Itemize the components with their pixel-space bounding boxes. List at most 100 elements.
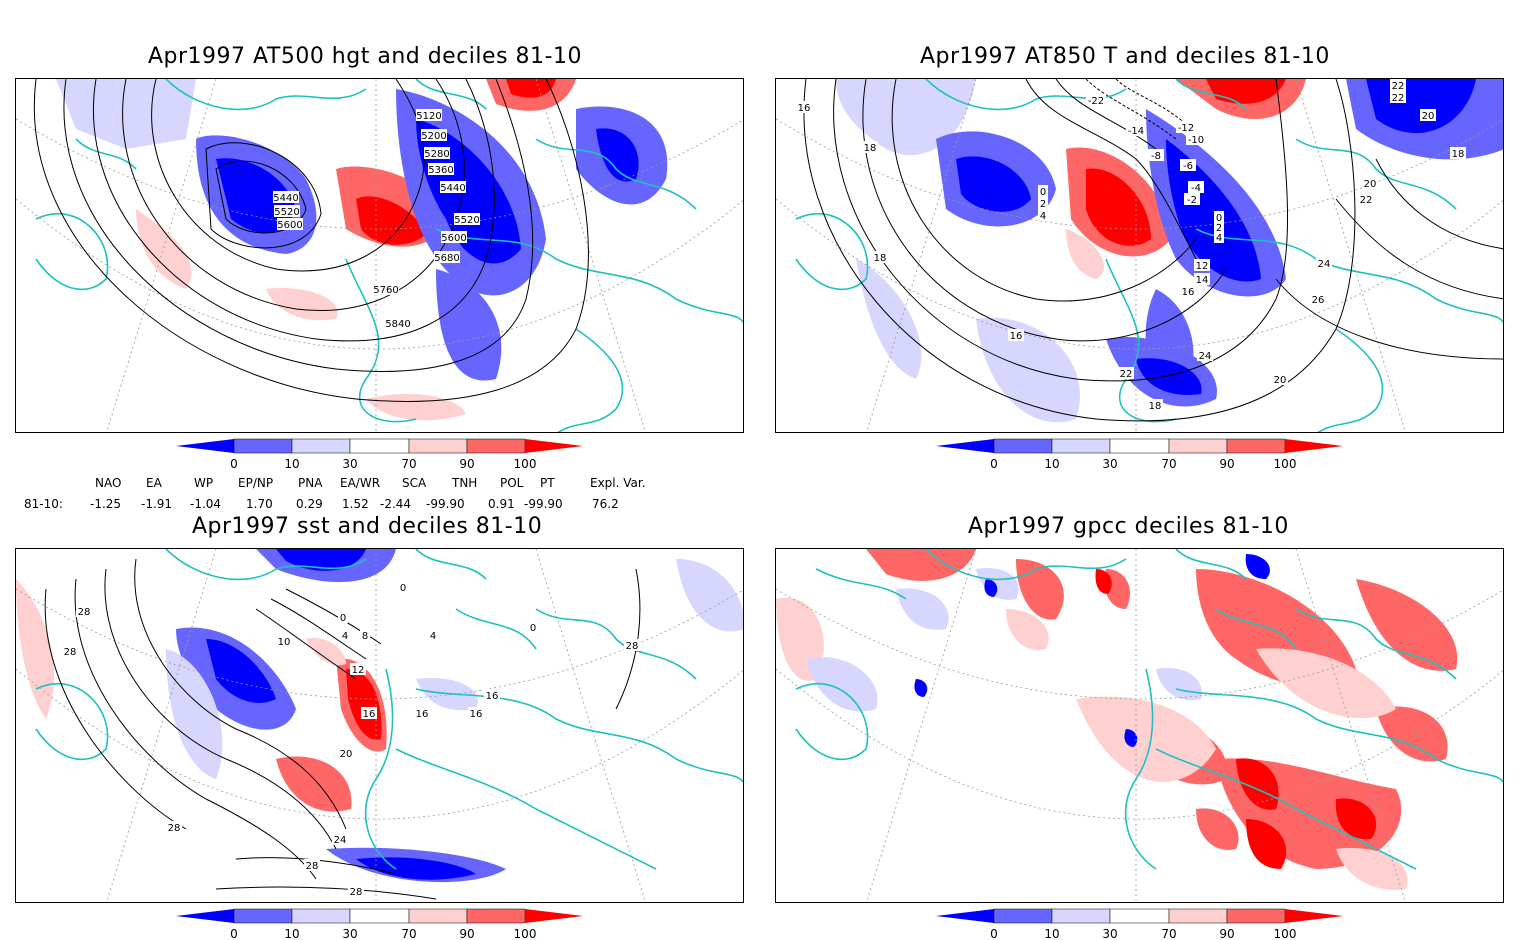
contour-label: -6 xyxy=(1183,161,1193,172)
colorbar-segment xyxy=(936,439,994,453)
colorbar-tick-label: 90 xyxy=(1219,457,1234,471)
colorbar-tick-label: 90 xyxy=(1219,927,1234,940)
colorbar-p2: 0 10 30 70 90 100 xyxy=(936,438,1343,471)
colorbar-tick-label: 10 xyxy=(284,457,299,471)
colorbar-tick-label: 0 xyxy=(990,927,998,940)
contour-label: 5440 xyxy=(440,183,465,194)
index-value: 0.91 xyxy=(488,497,515,511)
contour-label: 2 xyxy=(1216,223,1222,234)
contour-label: 12 xyxy=(1196,261,1209,272)
contour-label: 24 xyxy=(1199,351,1212,362)
contour-label: 22 xyxy=(1120,369,1133,380)
colorbar-segments xyxy=(176,908,583,924)
panel-title-p2: Apr1997 AT850 T and deciles 81-10 xyxy=(920,44,1330,69)
contour-label: -4 xyxy=(1191,183,1201,194)
colorbar-segment xyxy=(1285,909,1343,923)
colorbar-tick-label: 0 xyxy=(990,457,998,471)
colorbar-tick-label: 70 xyxy=(1161,927,1176,940)
contour-label: 5360 xyxy=(428,165,453,176)
colorbar-p4: 0 10 30 70 90 100 xyxy=(936,908,1343,940)
map-t850: -22 -14 -12 -10 -8 -6 -4 -2 0 2 4 0 2 4 … xyxy=(775,78,1504,433)
contour-label: 4 xyxy=(1040,211,1046,222)
map-sst-svg: 28 28 0 4 8 10 12 16 16 16 20 24 28 28 2… xyxy=(16,549,743,902)
contour-label: 18 xyxy=(864,143,877,154)
index-value: -1.91 xyxy=(141,497,173,511)
map-gpcc xyxy=(775,548,1504,903)
index-value: 1.70 xyxy=(246,497,273,511)
contour-label: 12 xyxy=(352,665,365,676)
contour-label: -12 xyxy=(1178,123,1194,134)
colorbar-tick-label: 90 xyxy=(459,927,474,940)
colorbar-segments xyxy=(936,438,1343,454)
map-gpcc-svg xyxy=(776,549,1503,902)
contour-label: 28 xyxy=(306,861,319,872)
index-value: 76.2 xyxy=(592,497,619,511)
contour-label: 26 xyxy=(1312,295,1325,306)
index-header: NAO xyxy=(95,476,122,490)
colorbar-segment xyxy=(1285,439,1343,453)
contour-label: 28 xyxy=(78,607,91,618)
contour-label: 20 xyxy=(1364,179,1377,190)
index-value: -2.44 xyxy=(380,497,412,511)
index-value: -1.25 xyxy=(90,497,122,511)
colorbar-tick-label: 100 xyxy=(1274,927,1297,940)
colorbar-segment xyxy=(1051,438,1111,454)
colorbar-segment xyxy=(1168,438,1228,454)
colorbar-tick-label: 90 xyxy=(459,457,474,471)
index-header: EA xyxy=(146,476,162,490)
contour-label: 16 xyxy=(470,709,483,720)
contour-label: 5440 xyxy=(273,193,298,204)
colorbar-p1: 0 10 30 70 90 100 xyxy=(176,438,583,471)
colorbar-segment xyxy=(233,438,293,454)
colorbar-segment xyxy=(1168,908,1228,924)
contour-label: 28 xyxy=(626,641,639,652)
colorbar-segment xyxy=(291,438,351,454)
colorbar-segment xyxy=(1109,908,1170,924)
colorbar-segment xyxy=(408,438,468,454)
colorbar-segment xyxy=(525,909,583,923)
index-value: -99.90 xyxy=(426,497,465,511)
contour-label: 5600 xyxy=(441,233,466,244)
contour-label: -2 xyxy=(1187,195,1197,206)
contour-label: 8 xyxy=(362,631,368,642)
contour-label: -14 xyxy=(1128,126,1144,137)
colorbar-segment xyxy=(466,438,526,454)
colorbar-tick-label: 100 xyxy=(514,927,537,940)
contour-label: 5680 xyxy=(434,253,459,264)
contour-label: 16 xyxy=(1182,287,1195,298)
colorbar-segment xyxy=(233,908,293,924)
index-header: PT xyxy=(540,476,555,490)
colorbar-tick-label: 10 xyxy=(1044,927,1059,940)
index-header: TNH xyxy=(452,476,478,490)
contour-label: 5840 xyxy=(385,319,410,330)
index-header: POL xyxy=(500,476,524,490)
contour-label: -10 xyxy=(1188,135,1204,146)
colorbar-tick-label: 30 xyxy=(342,457,357,471)
map-sst: 28 28 0 4 8 10 12 16 16 16 20 24 28 28 2… xyxy=(15,548,744,903)
contour-label: 5520 xyxy=(454,215,479,226)
panel-title-p1: Apr1997 AT500 hgt and deciles 81-10 xyxy=(148,44,582,69)
colorbar-tick-label: 30 xyxy=(1102,457,1117,471)
colorbar-p3: 0 10 30 70 90 100 xyxy=(176,908,583,940)
colorbar-tick-label: 70 xyxy=(1161,457,1176,471)
index-row-label: 81-10: xyxy=(24,497,63,511)
index-value: 0.29 xyxy=(296,497,323,511)
colorbar-segment xyxy=(1226,438,1286,454)
contour-label: 5200 xyxy=(421,131,446,142)
contour-label: 28 xyxy=(350,887,363,898)
colorbar-segment xyxy=(1051,908,1111,924)
contour-label: -22 xyxy=(1088,96,1104,107)
colorbar-segment xyxy=(466,908,526,924)
contour-label: 5280 xyxy=(424,149,449,160)
map-t850-svg: -22 -14 -12 -10 -8 -6 -4 -2 0 2 4 0 2 4 … xyxy=(776,79,1503,432)
colorbar-tick-label: 100 xyxy=(1274,457,1297,471)
colorbar-segment xyxy=(176,909,234,923)
contour-label: 14 xyxy=(1196,275,1209,286)
contour-label: 24 xyxy=(1318,259,1331,270)
contour-label: 16 xyxy=(1010,331,1023,342)
colorbar-segments xyxy=(176,438,583,454)
colorbar-segment xyxy=(291,908,351,924)
contour-label: 0 xyxy=(340,613,346,624)
contour-label: 28 xyxy=(168,823,181,834)
index-header: SCA xyxy=(402,476,427,490)
